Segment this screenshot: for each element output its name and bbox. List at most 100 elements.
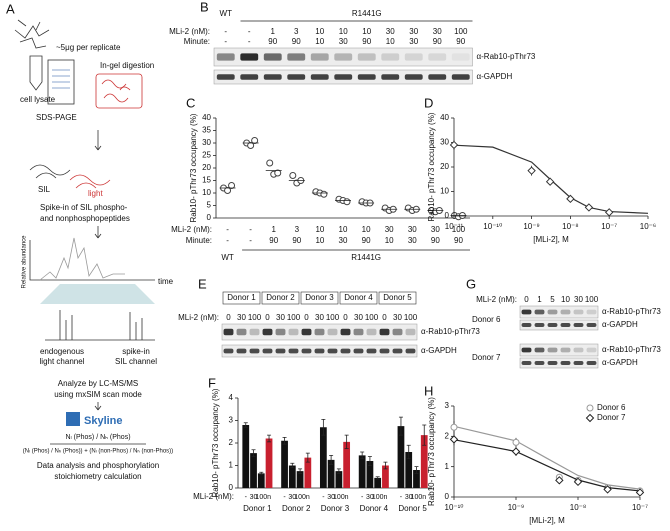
error-bar: [251, 449, 256, 457]
label: α-GAPDH: [602, 320, 638, 329]
blot: [519, 343, 599, 357]
band: [428, 53, 447, 61]
point: [449, 435, 459, 444]
band: [236, 348, 247, 354]
fit-line: [453, 439, 641, 492]
legend-marker: [586, 404, 594, 412]
band: [327, 328, 338, 336]
label: 10⁻⁹: [523, 222, 540, 231]
label: 100: [294, 494, 306, 501]
peptides-light: [69, 174, 111, 189]
label: 10: [315, 225, 324, 234]
label: α-Rab10-pThr73: [602, 345, 661, 354]
point: [320, 190, 328, 198]
band: [275, 348, 286, 354]
point: [251, 137, 259, 144]
label: 90: [268, 37, 277, 46]
label: α-Rab10-pThr73: [421, 327, 480, 336]
point: [247, 142, 255, 149]
band: [240, 74, 259, 80]
error-bar: [383, 461, 388, 470]
label: Rab10- pThr73 occupancy (%): [211, 388, 220, 497]
label: Donor 1: [243, 504, 272, 513]
text: endogenous: [40, 347, 84, 356]
label: 3: [229, 416, 234, 425]
text: spike-in: [122, 347, 150, 356]
label: 15: [202, 176, 211, 185]
label: -: [245, 494, 248, 501]
blot: [213, 47, 473, 67]
bar: [257, 473, 265, 488]
label: Donor 4: [360, 504, 389, 513]
text: Spike-in of SIL phospho-: [40, 203, 128, 212]
label: Rab10- pThr73 occupancy (%): [189, 113, 198, 222]
label: R1441G: [352, 9, 382, 18]
label: F: [208, 375, 216, 390]
point: [449, 140, 459, 150]
label: 3: [295, 225, 300, 234]
label: 0: [524, 295, 529, 304]
text: SIL: [38, 185, 51, 194]
band: [263, 53, 282, 61]
band: [521, 309, 532, 315]
label: 10⁻⁹: [508, 503, 525, 512]
label: 30: [393, 313, 402, 322]
bar: [358, 455, 366, 488]
legend-marker: [585, 413, 595, 423]
blot: [519, 357, 599, 369]
label: 30: [431, 225, 440, 234]
label: Donor 4: [344, 293, 373, 302]
label: 10⁻⁶: [640, 222, 656, 231]
label: -: [224, 27, 227, 36]
label: 10: [202, 188, 211, 197]
bar: [242, 425, 250, 488]
label: 100: [333, 494, 345, 501]
band: [560, 347, 571, 353]
bar: [343, 441, 351, 488]
error-bar: [398, 416, 403, 436]
label: WT: [220, 9, 233, 18]
label: α-Rab10-pThr73: [477, 52, 536, 61]
label: 90: [362, 236, 371, 245]
label: 30: [409, 37, 418, 46]
point: [545, 177, 555, 186]
band: [547, 347, 558, 353]
label: -: [361, 494, 364, 501]
band: [586, 309, 597, 315]
label: 30: [276, 313, 285, 322]
band: [573, 309, 584, 315]
label: Donor 2: [266, 293, 295, 302]
error-bar: [375, 476, 380, 480]
text: stoichiometry calculation: [54, 472, 141, 481]
band: [275, 328, 286, 336]
text: Data analysis and phosphorylation: [37, 461, 159, 470]
arrow: [94, 226, 102, 239]
label: 10: [315, 236, 324, 245]
label: -: [248, 27, 251, 36]
label: MLi-2 (nM):: [169, 27, 210, 36]
band: [451, 74, 470, 80]
label: 20: [202, 163, 211, 172]
label: 30: [408, 236, 417, 245]
error-bar: [329, 454, 334, 465]
label: D: [424, 95, 433, 110]
bar: [405, 452, 413, 488]
label: 100: [585, 295, 599, 304]
label: [MLi-2], M: [533, 235, 569, 244]
bar: [288, 465, 296, 488]
band: [392, 328, 403, 336]
bar: [296, 471, 304, 488]
label: 10: [385, 236, 394, 245]
band: [534, 309, 545, 315]
band: [404, 53, 423, 61]
error-bar: [414, 466, 419, 474]
label: 40: [440, 113, 449, 122]
label: 20: [440, 162, 449, 171]
arrow: [94, 130, 102, 151]
band: [405, 328, 416, 336]
band: [366, 348, 377, 354]
band: [451, 53, 470, 61]
text: using mxSIM scan mode: [54, 390, 142, 399]
label: 0: [343, 313, 348, 322]
